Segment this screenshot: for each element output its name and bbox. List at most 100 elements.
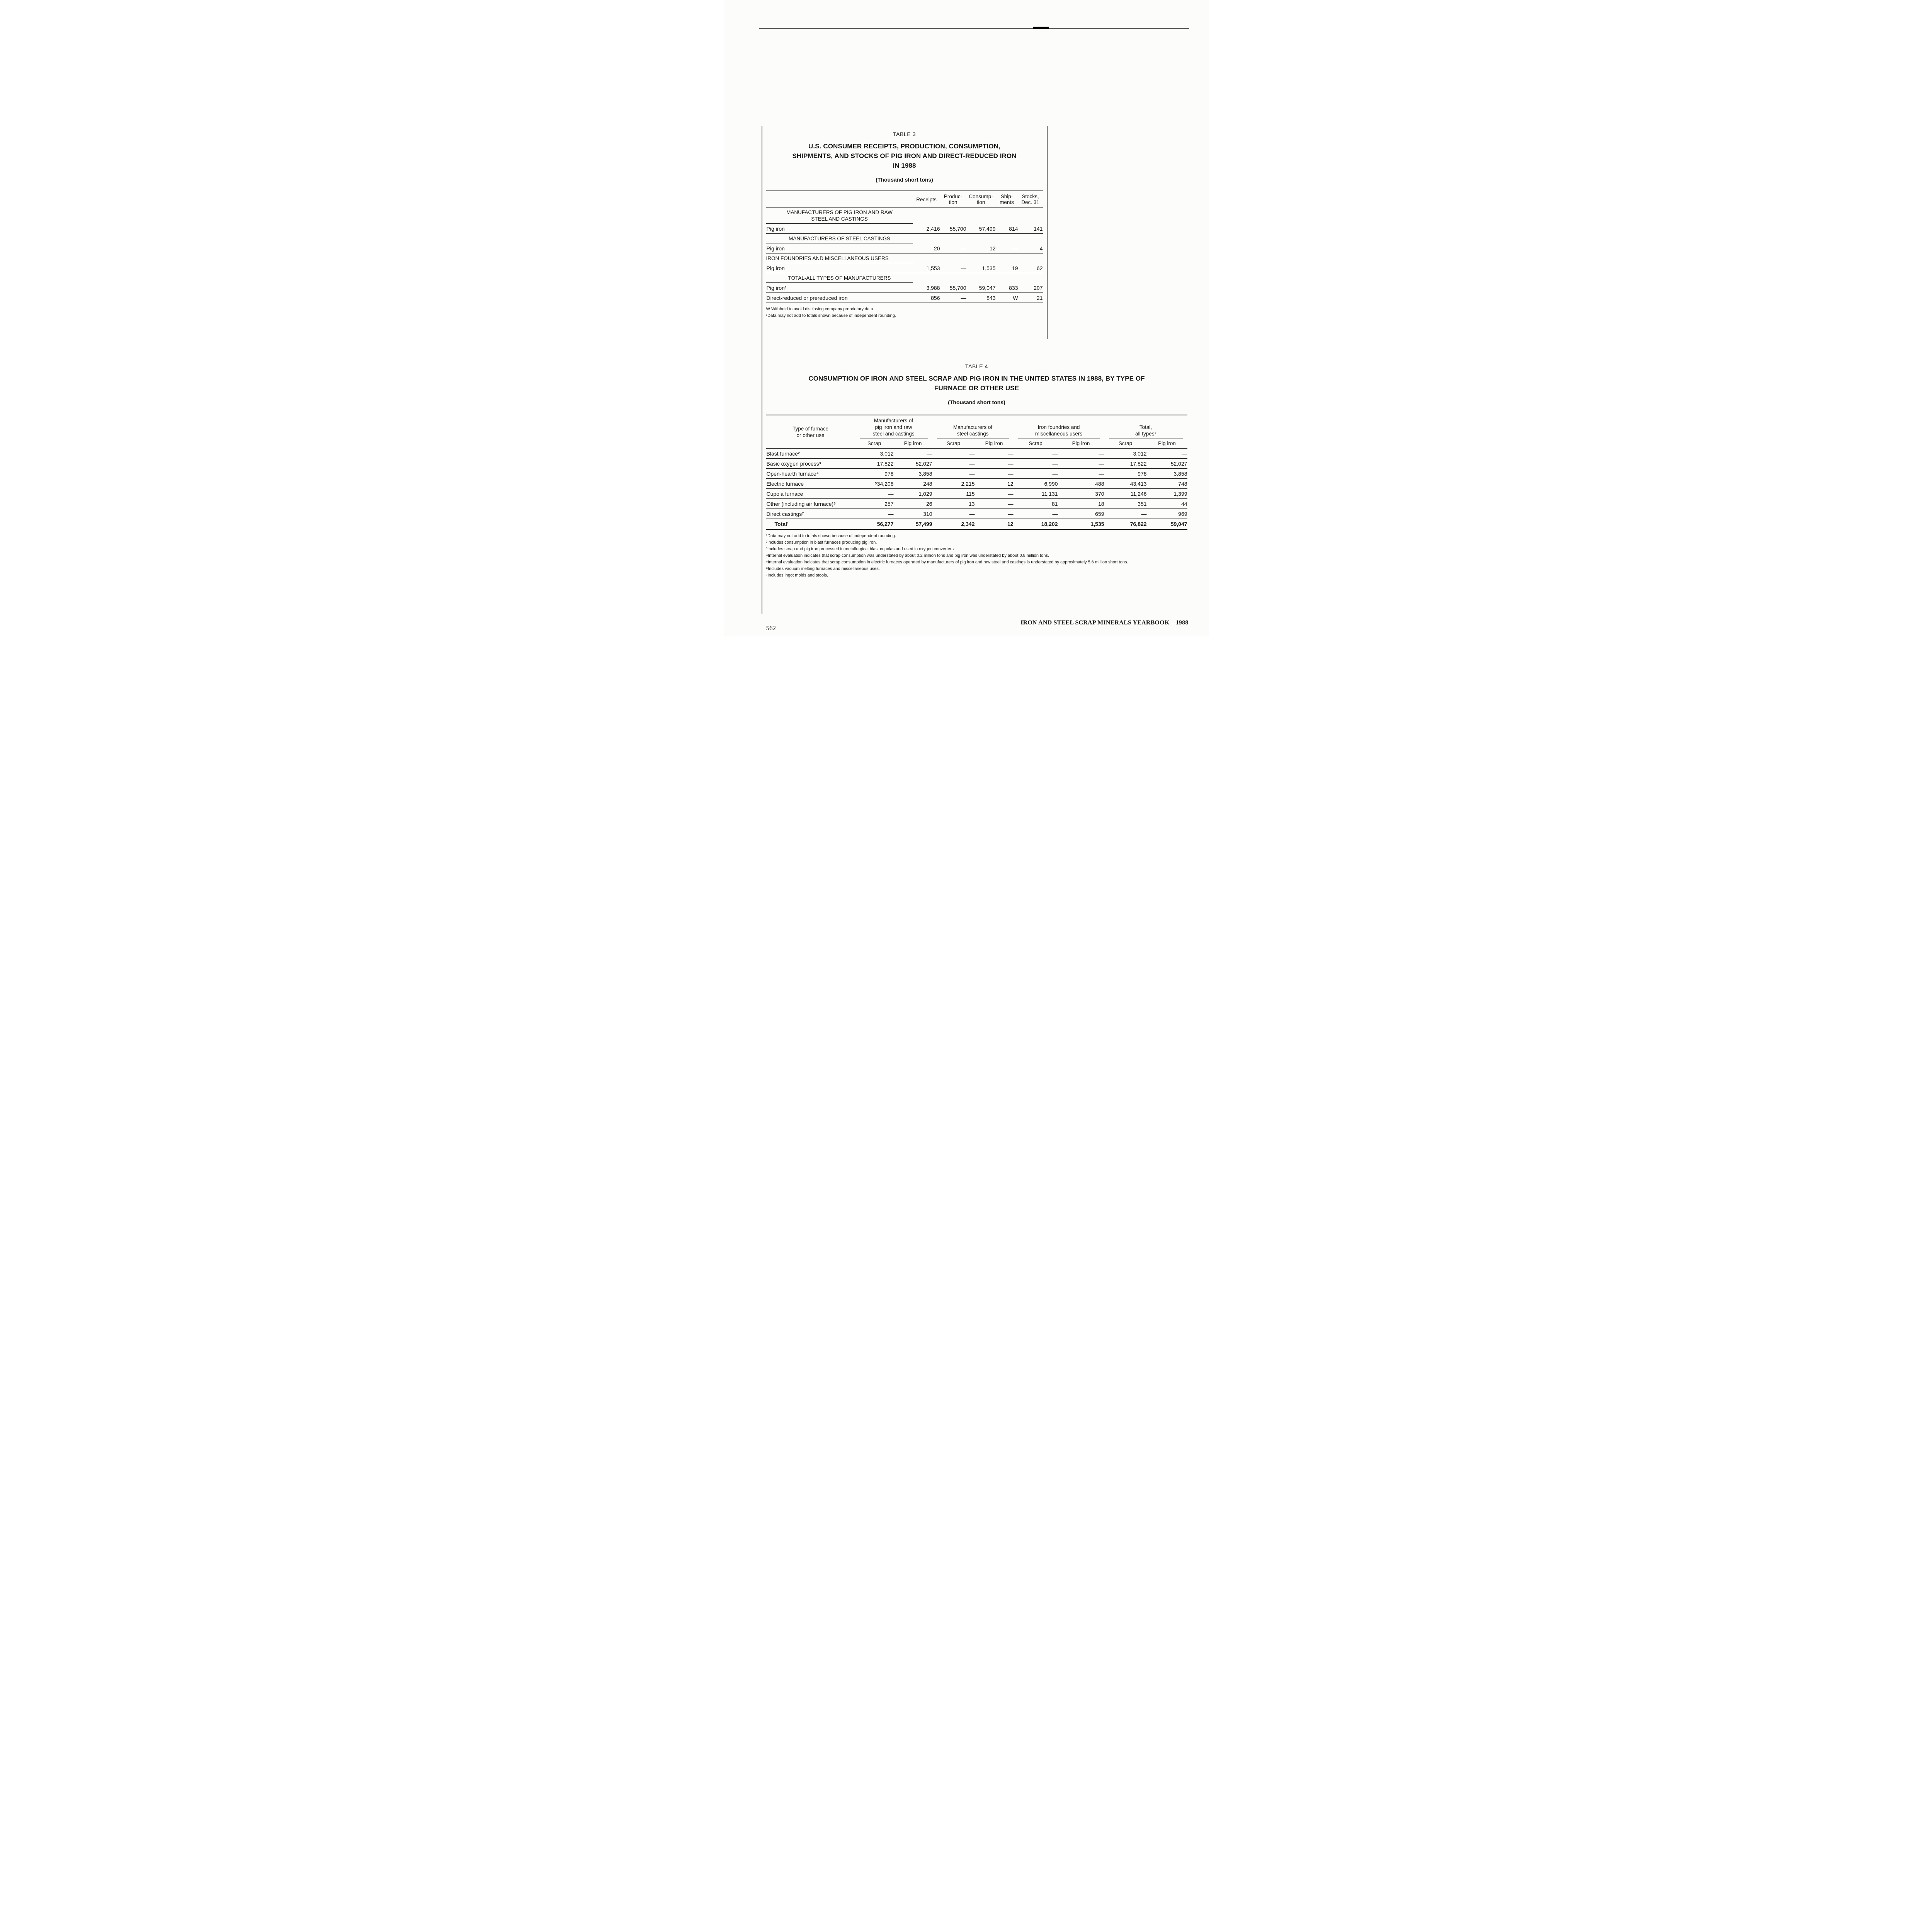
- footnote-1: ¹Data may not add to totals shown becaus…: [766, 534, 896, 538]
- cell-production: 55,700: [940, 282, 966, 293]
- subhead-scrap: Scrap: [1104, 439, 1147, 449]
- row-label: Electric furnace: [766, 478, 855, 489]
- total-cell: 2,342: [932, 519, 975, 530]
- total-cell: 59,047: [1146, 519, 1187, 530]
- table4-footnotes: ¹Data may not add to totals shown becaus…: [766, 533, 1187, 579]
- table4-units: (Thousand short tons): [948, 399, 1005, 405]
- table3-section-row: MANUFACTURERS OF STEEL CASTINGS: [766, 233, 1043, 243]
- cell: —: [975, 468, 1014, 479]
- cell: 978: [855, 468, 894, 479]
- cell: —: [1058, 448, 1104, 459]
- cell-receipts: 3,988: [913, 282, 940, 293]
- cell: 44: [1146, 498, 1187, 509]
- top-horizontal-rule: [759, 28, 1189, 29]
- row-label: Blast furnace²: [766, 448, 855, 459]
- table4-title-line2: FURNACE OR OTHER USE: [934, 384, 1019, 392]
- cell-receipts: 20: [913, 243, 940, 253]
- cell-production: —: [940, 293, 966, 303]
- cell: —: [975, 488, 1014, 499]
- footnote-5: ⁵Internal evaluation indicates that scra…: [766, 560, 1128, 565]
- table4-row: Electric furnace ⁵34,208 248 2,215 12 6,…: [766, 478, 1187, 489]
- cell-stocks: 207: [1018, 282, 1043, 293]
- cell: 1,029: [893, 488, 932, 499]
- cell: 3,012: [855, 448, 894, 459]
- cell: 6,990: [1013, 478, 1058, 489]
- row-label: Open-hearth furnace⁴: [766, 468, 855, 479]
- table3-section: TABLE 3 U.S. CONSUMER RECEIPTS, PRODUCTI…: [766, 128, 1043, 319]
- cell-consumption: 57,499: [966, 223, 996, 234]
- table4-row: Blast furnace² 3,012 — — — — — 3,012 —: [766, 448, 1187, 459]
- row-label: Other (including air furnace)⁶: [766, 498, 855, 509]
- cell: 370: [1058, 488, 1104, 499]
- footnote-w: W Withheld to avoid disclosing company p…: [766, 307, 874, 311]
- table4-total-row: Total¹ 56,277 57,499 2,342 12 18,202 1,5…: [766, 519, 1187, 530]
- table3-section-row: MANUFACTURERS OF PIG IRON AND RAW STEEL …: [766, 207, 1043, 224]
- cell: 248: [893, 478, 932, 489]
- total-cell: 76,822: [1104, 519, 1147, 530]
- cell: 310: [893, 509, 932, 519]
- section-header-mfr-pig-iron: MANUFACTURERS OF PIG IRON AND RAW STEEL …: [766, 207, 913, 224]
- cell: 969: [1146, 509, 1187, 519]
- total-cell: 56,277: [855, 519, 894, 530]
- table3-footnotes: W Withheld to avoid disclosing company p…: [766, 306, 1043, 319]
- cell: —: [975, 498, 1014, 509]
- cell-consumption: 12: [966, 243, 996, 253]
- subhead-pig-iron: Pig iron: [1058, 439, 1104, 449]
- cell: 257: [855, 498, 894, 509]
- table3-title-line1: U.S. CONSUMER RECEIPTS, PRODUCTION, CONS…: [808, 143, 1000, 150]
- cell-shipments: 833: [995, 282, 1018, 293]
- table4-section: TABLE 4 CONSUMPTION OF IRON AND STEEL SC…: [766, 363, 1187, 579]
- col-header-stocks: Stocks, Dec. 31: [1018, 191, 1043, 207]
- cell: 52,027: [893, 458, 932, 469]
- table4-label: TABLE 4: [965, 363, 988, 369]
- cell-stocks: 62: [1018, 263, 1043, 273]
- cell: —: [1058, 458, 1104, 469]
- cell-production: 55,700: [940, 223, 966, 234]
- subhead-scrap: Scrap: [855, 439, 894, 449]
- top-rule-ink-mark: [1032, 27, 1049, 29]
- cell-stocks: 141: [1018, 223, 1043, 234]
- row-label: Basic oxygen process³: [766, 458, 855, 469]
- cell: —: [1146, 448, 1187, 459]
- section-header-total-all-types: TOTAL-ALL TYPES OF MANUFACTURERS: [766, 273, 913, 283]
- cell-stocks: 21: [1018, 293, 1043, 303]
- cell: —: [932, 458, 975, 469]
- table4-row: Basic oxygen process³ 17,822 52,027 — — …: [766, 458, 1187, 469]
- table4-title: CONSUMPTION OF IRON AND STEEL SCRAP AND …: [766, 374, 1187, 393]
- table3-row: Pig iron 1,553 — 1,535 19 62: [766, 263, 1043, 273]
- cell-production: —: [940, 263, 966, 273]
- cell: —: [1013, 458, 1058, 469]
- table3-label: TABLE 3: [893, 131, 916, 137]
- cell: 659: [1058, 509, 1104, 519]
- section-header-mfr-steel-castings: MANUFACTURERS OF STEEL CASTINGS: [766, 233, 913, 243]
- cell: —: [893, 448, 932, 459]
- table3-right-vertical-rule: [1046, 126, 1048, 339]
- cell: 81: [1013, 498, 1058, 509]
- colgroup-mfr-pig-iron-raw-steel: Manufacturers of pig iron and raw steel …: [855, 415, 932, 439]
- footnote-6: ⁶Includes vacuum melting furnaces and mi…: [766, 566, 880, 571]
- table3-stub-header: [766, 191, 913, 207]
- subhead-pig-iron: Pig iron: [893, 439, 932, 449]
- cell: 11,131: [1013, 488, 1058, 499]
- table4-row: Cupola furnace — 1,029 115 — 11,131 370 …: [766, 488, 1187, 499]
- table4: Type of furnace or other use Manufacture…: [766, 415, 1187, 530]
- cell-receipts: 1,553: [913, 263, 940, 273]
- subhead-scrap: Scrap: [932, 439, 975, 449]
- cell-consumption: 843: [966, 293, 996, 303]
- row-label: Direct-reduced or prereduced iron: [766, 293, 913, 303]
- colgroup-iron-foundries: Iron foundries and miscellaneous users: [1014, 415, 1104, 439]
- cell-receipts: 856: [913, 293, 940, 303]
- cell: 18: [1058, 498, 1104, 509]
- cell: 52,027: [1146, 458, 1187, 469]
- col-header-production: Produc- tion: [940, 191, 966, 207]
- cell: —: [975, 448, 1014, 459]
- cell-shipments: W: [995, 293, 1018, 303]
- cell-consumption: 1,535: [966, 263, 996, 273]
- cell-stocks: 4: [1018, 243, 1043, 253]
- cell: 351: [1104, 498, 1147, 509]
- table3-title-line2: SHIPMENTS, AND STOCKS OF PIG IRON AND DI…: [792, 152, 1017, 160]
- subhead-pig-iron: Pig iron: [975, 439, 1014, 449]
- footnote-7: ⁷Includes ingot molds and stools.: [766, 573, 828, 578]
- cell: 748: [1146, 478, 1187, 489]
- footnote-3: ³Includes scrap and pig iron processed i…: [766, 547, 955, 551]
